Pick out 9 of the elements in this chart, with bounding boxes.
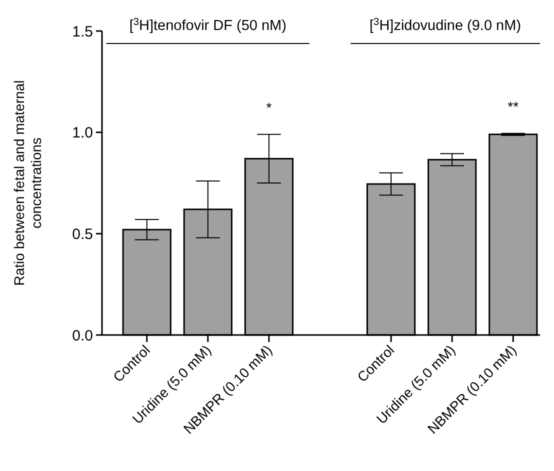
y-tick-label: 1.0: [72, 124, 93, 142]
y-axis-title: Ratio between fetal and maternal concentrations: [11, 80, 44, 286]
data-label: **: [508, 98, 520, 114]
y-tick-label: 1.5: [72, 23, 93, 40]
annotation: [$^{3}$H]tenofovir DF (50 nM): [129, 16, 286, 34]
y-tick-label: 0.0: [72, 327, 93, 344]
y-tick-label: 0.5: [72, 226, 93, 243]
annotation: [$^{3}$H]zidovudine (9.0 nM): [370, 16, 522, 34]
data-label: *: [266, 99, 272, 116]
